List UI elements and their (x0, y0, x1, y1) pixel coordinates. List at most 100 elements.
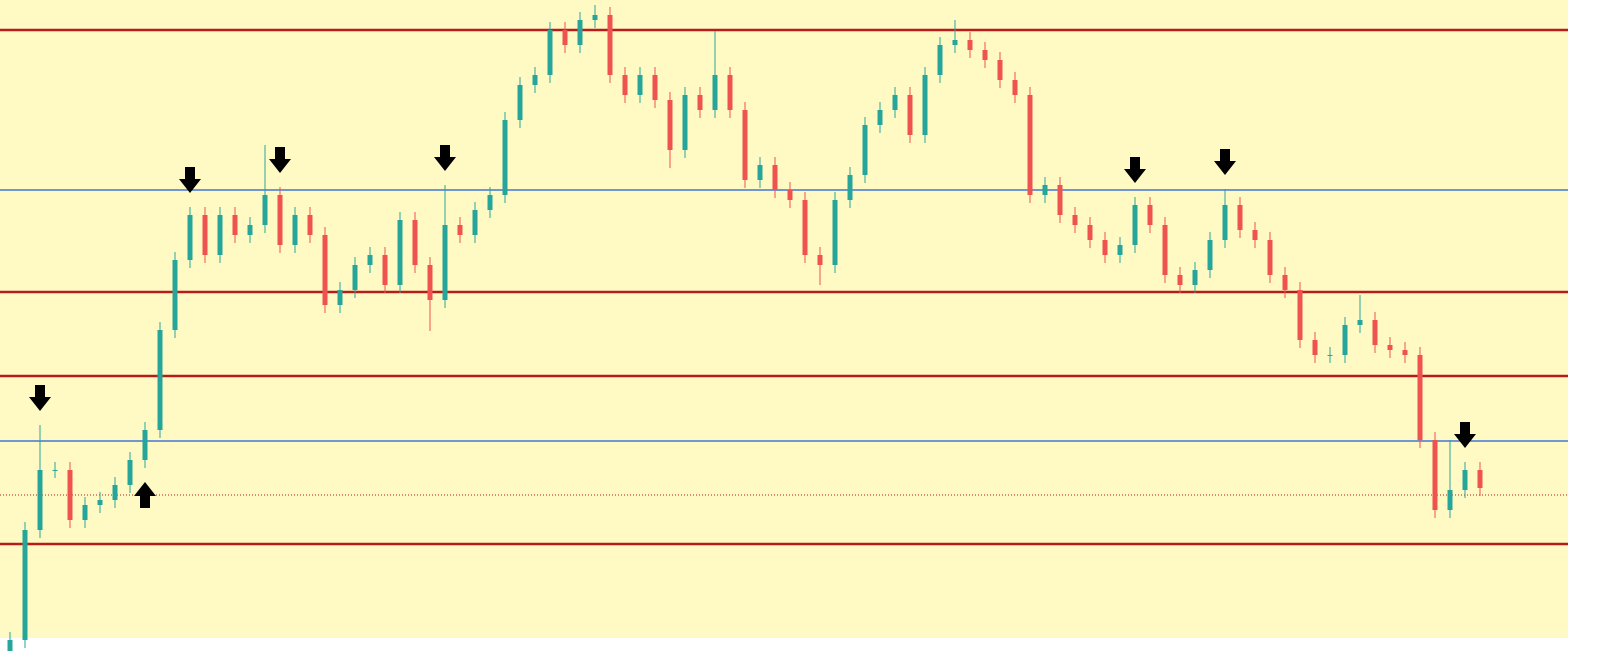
candle-body (802, 200, 808, 255)
signal-arrow (29, 385, 51, 411)
candle-body (712, 75, 718, 110)
candle-body (1417, 355, 1423, 440)
candle-body (1042, 185, 1048, 195)
candle-body (292, 215, 298, 245)
candle-body (277, 195, 283, 245)
candle-body (1072, 215, 1078, 225)
candle-body (1192, 270, 1198, 285)
signal-arrow (269, 147, 291, 173)
candle-body (952, 40, 958, 45)
candle-body (232, 215, 238, 235)
candle-body (907, 95, 913, 135)
candle-body (7, 640, 13, 651)
candle-body (157, 330, 163, 430)
candle-body (847, 175, 853, 200)
candle-body (532, 75, 538, 85)
candle-body (1462, 470, 1468, 490)
candle-body (1477, 470, 1483, 488)
candle-body (82, 505, 88, 520)
candle-body (67, 470, 73, 520)
candle-body (172, 260, 178, 330)
candle-body (517, 85, 523, 120)
chart-background (0, 0, 1568, 638)
candle-body (337, 290, 343, 305)
candle-body (577, 20, 583, 45)
candle-body (862, 125, 868, 175)
candle-body (1342, 325, 1348, 355)
candle-body (1222, 205, 1228, 240)
candle-body (637, 75, 643, 95)
candle-body (487, 195, 493, 210)
candle-body (937, 45, 943, 75)
candle-body (1327, 355, 1333, 356)
candle-body (697, 95, 703, 110)
candle-body (442, 225, 448, 300)
candle-body (112, 485, 118, 500)
candle-body (1057, 185, 1063, 215)
candle-body (1267, 240, 1273, 275)
candle-body (202, 215, 208, 255)
candle-body (22, 530, 28, 640)
candle-body (772, 165, 778, 190)
candle-body (1027, 95, 1033, 195)
candle-body (742, 110, 748, 180)
candle-body (757, 165, 763, 180)
candle-body (727, 75, 733, 110)
candle-body (352, 265, 358, 290)
candle-body (427, 265, 433, 300)
candle-body (1372, 320, 1378, 345)
candle-body (667, 100, 673, 150)
candle-body (127, 460, 133, 485)
candle-body (1237, 205, 1243, 230)
candle-body (982, 50, 988, 60)
candle-body (502, 120, 508, 195)
candle-body (457, 225, 463, 235)
signal-arrow (1214, 149, 1236, 175)
candle-body (247, 225, 253, 235)
candle-body (622, 75, 628, 95)
signal-arrow (134, 482, 156, 508)
candle-body (1117, 245, 1123, 255)
candle-body (397, 220, 403, 285)
candle-body (1252, 230, 1258, 240)
candle-body (997, 60, 1003, 80)
signal-arrow (434, 145, 456, 171)
candle-body (682, 95, 688, 150)
candle-body (1162, 225, 1168, 275)
candle-body (217, 215, 223, 255)
candle-body (1312, 340, 1318, 355)
candle-body (1147, 205, 1153, 225)
candle-body (817, 255, 823, 265)
signal-arrow (1124, 157, 1146, 183)
candle-body (1432, 440, 1438, 510)
candle-body (1207, 240, 1213, 270)
candle-body (412, 220, 418, 265)
candle-body (547, 30, 553, 75)
candle-body (472, 210, 478, 235)
candle-body (322, 235, 328, 305)
candle-body (52, 470, 58, 471)
candle-body (832, 200, 838, 265)
candle-body (1387, 345, 1393, 350)
candle-body (187, 215, 193, 260)
signal-arrow (179, 167, 201, 193)
candle-body (592, 15, 598, 20)
candle-body (607, 15, 613, 75)
candle-body (967, 40, 973, 50)
candle-body (1282, 275, 1288, 290)
candle-body (1132, 205, 1138, 245)
candle-body (1447, 490, 1453, 510)
candle-body (1087, 225, 1093, 240)
signal-arrow (1454, 422, 1476, 448)
candle-body (1297, 290, 1303, 340)
candle-body (922, 75, 928, 135)
candle-body (382, 255, 388, 285)
candle-body (142, 430, 148, 460)
candle-body (892, 95, 898, 110)
candle-body (652, 75, 658, 100)
candle-body (562, 30, 568, 45)
candle-body (367, 255, 373, 265)
candle-body (787, 190, 793, 200)
